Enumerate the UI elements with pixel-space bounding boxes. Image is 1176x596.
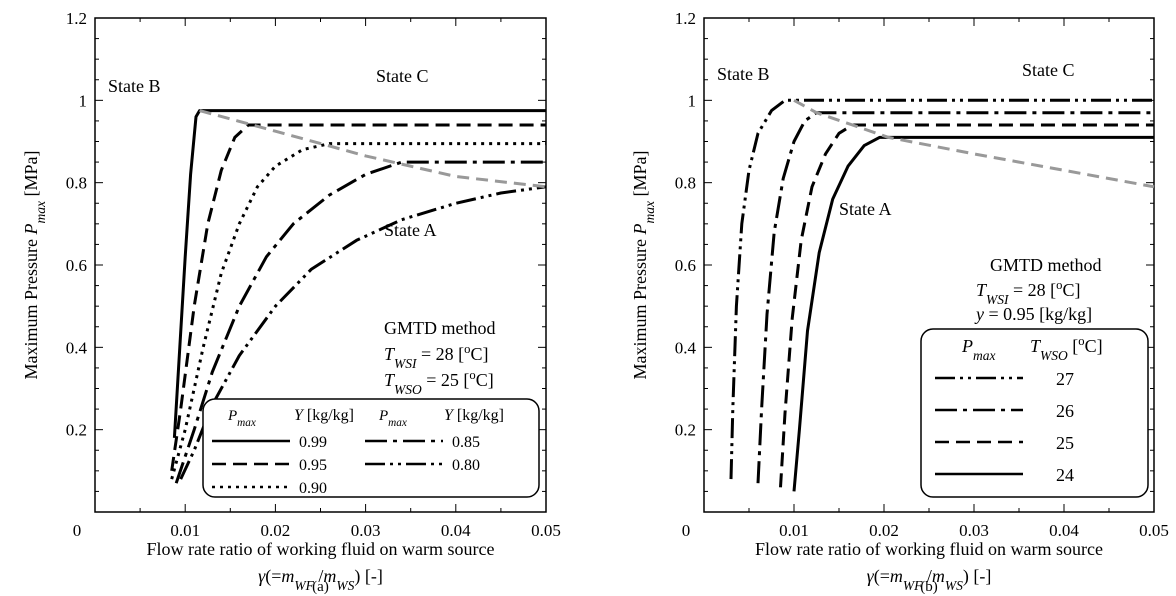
x-axis-label-2: γ(=mWF /mWS) [-]: [258, 566, 383, 593]
y-tick-label: 0.4: [675, 338, 697, 357]
x-tick-label: 0.05: [1139, 521, 1169, 540]
legend-box: [202, 398, 540, 498]
y-tick-label: 1: [688, 91, 697, 110]
legend-box: [920, 328, 1149, 498]
state-annotation: State B: [717, 64, 770, 84]
state-annotation: State C: [1022, 60, 1075, 80]
y-tick-label: 0.8: [66, 174, 87, 193]
state-annotation: State B: [108, 76, 161, 96]
x-tick-label: 0.04: [1049, 521, 1079, 540]
method-param: y = 0.95 [kg/kg]: [974, 304, 1092, 324]
legend-label: 0.85: [452, 434, 480, 451]
series-line-0.95: [170, 123, 546, 472]
x-tick-label: 0.03: [959, 521, 989, 540]
x-tick-label: 0.04: [441, 521, 471, 540]
chart-panel-b: 0.2 0.4 0.6 0.8 1 1.2 0 0.01 0.02 0.03 0.04 0.05 Flo…: [630, 9, 1169, 595]
y-tick-label: 0.6: [675, 256, 696, 275]
legend-label: 0.95: [299, 457, 327, 474]
y-tick-label: 0.6: [66, 256, 87, 275]
series-line-0.90: [170, 142, 546, 480]
y-tick-label: 0.2: [66, 421, 87, 440]
y-tick-label: 1.2: [675, 9, 696, 28]
legend-label: 0.80: [452, 457, 480, 474]
series-line-0.85: [174, 160, 546, 484]
chart-panel-a: 0.2 0.4 0.6 0.8 1 1.2 0 0.01 0.02 0.03 0.04 0.05 Flo…: [21, 9, 561, 595]
method-label: GMTD method: [990, 255, 1102, 275]
method-param: TWSI = 28 [oC]: [384, 342, 488, 371]
y-axis-label: Maximum Pressure Pmax [MPa]: [21, 151, 48, 380]
x-tick-label: 0.01: [170, 521, 200, 540]
series-line-26: [756, 111, 1154, 484]
x-tick-label: 0.02: [869, 521, 899, 540]
x-axis-label: Flow rate ratio of working fluid on warm…: [147, 539, 495, 559]
legend-header: Y [kg/kg]: [294, 407, 354, 424]
series-line-0.80: [179, 185, 547, 480]
legend-header: Y [kg/kg]: [444, 407, 504, 424]
x-tick-label: 0.03: [351, 521, 381, 540]
y-tick-label: 1: [79, 91, 88, 110]
legend-header: Pmax: [227, 408, 256, 429]
legend-label: 0.99: [299, 434, 327, 451]
y-tick-label: 0.8: [675, 174, 696, 193]
series-line-boundary: [199, 109, 547, 189]
y-tick-label: 0.4: [66, 338, 88, 357]
panel-label: (a): [312, 579, 329, 595]
series-line-27: [729, 98, 1154, 480]
y-tick-label: 1.2: [66, 9, 87, 28]
legend-label: 25: [1056, 433, 1074, 453]
state-annotation: State A: [839, 199, 892, 219]
x-tick-label: 0.05: [531, 521, 561, 540]
legend-header: Pmax: [961, 336, 996, 363]
legend-label: 27: [1056, 369, 1074, 389]
series-line-25: [779, 123, 1154, 488]
method-label: GMTD method: [384, 318, 496, 338]
x-tick-label: 0: [73, 521, 82, 540]
state-annotation: State A: [384, 220, 437, 240]
y-axis-label: Maximum Pressure Pmax [MPa]: [630, 151, 657, 380]
x-axis-label-2: γ(=mWF /mWS) [-]: [867, 566, 992, 593]
legend-label: 0.90: [299, 480, 327, 497]
method-param: TWSI = 28 [oC]: [976, 278, 1080, 307]
x-tick-label: 0.01: [779, 521, 809, 540]
legend-label: 24: [1056, 465, 1074, 485]
series-line-boundary: [793, 98, 1155, 189]
legend-header: Pmax: [378, 408, 407, 429]
panel-label: (b): [920, 579, 938, 595]
state-annotation: State C: [376, 66, 429, 86]
legend-header: TWSO [oC]: [1030, 334, 1103, 363]
x-tick-label: 0.02: [261, 521, 291, 540]
x-tick-label: 0: [682, 521, 691, 540]
y-tick-label: 0.2: [675, 421, 696, 440]
x-axis-label: Flow rate ratio of working fluid on warm…: [755, 539, 1103, 559]
legend-label: 26: [1056, 401, 1074, 421]
method-param: TWSO = 25 [oC]: [384, 368, 494, 397]
